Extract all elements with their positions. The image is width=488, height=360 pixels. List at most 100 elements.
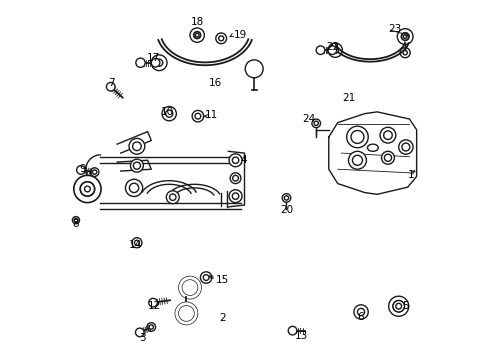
Text: 11: 11 xyxy=(204,111,218,121)
Text: 24: 24 xyxy=(302,114,315,124)
Text: 17: 17 xyxy=(147,53,160,63)
Circle shape xyxy=(313,121,318,126)
Circle shape xyxy=(136,58,145,67)
Text: 20: 20 xyxy=(279,206,292,216)
Circle shape xyxy=(230,173,241,184)
Circle shape xyxy=(74,219,78,222)
Text: 5: 5 xyxy=(402,301,408,311)
Circle shape xyxy=(194,32,200,39)
Circle shape xyxy=(106,82,115,91)
Circle shape xyxy=(346,126,367,148)
Circle shape xyxy=(190,28,204,42)
Circle shape xyxy=(72,217,80,224)
Circle shape xyxy=(195,33,199,37)
Circle shape xyxy=(331,47,338,53)
Circle shape xyxy=(134,240,139,245)
Circle shape xyxy=(244,60,263,78)
Circle shape xyxy=(74,175,101,203)
Circle shape xyxy=(195,113,201,119)
Circle shape xyxy=(169,194,176,201)
Circle shape xyxy=(402,50,407,55)
Text: 22: 22 xyxy=(325,42,339,52)
Circle shape xyxy=(396,29,412,44)
Circle shape xyxy=(357,309,364,316)
Circle shape xyxy=(165,110,172,117)
Circle shape xyxy=(400,33,408,41)
Circle shape xyxy=(178,276,201,299)
Circle shape xyxy=(311,119,320,128)
Text: 15: 15 xyxy=(215,275,228,285)
Ellipse shape xyxy=(367,144,378,151)
Circle shape xyxy=(350,131,363,143)
Circle shape xyxy=(132,238,142,248)
Text: 9: 9 xyxy=(80,164,86,174)
Circle shape xyxy=(218,36,223,41)
Circle shape xyxy=(392,301,404,312)
Circle shape xyxy=(151,58,160,67)
Circle shape xyxy=(215,33,226,44)
Circle shape xyxy=(352,155,362,165)
Circle shape xyxy=(80,182,94,196)
Text: 18: 18 xyxy=(190,17,203,27)
Text: 3: 3 xyxy=(139,333,145,343)
Text: 21: 21 xyxy=(341,93,354,103)
Circle shape xyxy=(147,323,155,331)
Circle shape xyxy=(182,280,198,296)
Circle shape xyxy=(133,162,140,169)
Circle shape xyxy=(398,140,412,154)
Text: 10: 10 xyxy=(161,107,174,117)
Text: 6: 6 xyxy=(357,312,364,322)
Text: 8: 8 xyxy=(72,219,79,229)
Circle shape xyxy=(155,59,163,66)
Circle shape xyxy=(185,284,194,292)
Circle shape xyxy=(178,306,194,321)
Circle shape xyxy=(327,46,336,54)
Circle shape xyxy=(151,55,167,71)
Text: 1: 1 xyxy=(407,170,413,180)
Circle shape xyxy=(401,33,408,40)
Circle shape xyxy=(381,151,394,164)
Circle shape xyxy=(228,154,242,167)
Text: 7: 7 xyxy=(108,78,115,88)
Circle shape xyxy=(203,275,208,280)
Circle shape xyxy=(403,35,406,39)
Text: 12: 12 xyxy=(147,301,161,311)
Circle shape xyxy=(77,166,85,174)
Circle shape xyxy=(125,179,142,197)
Circle shape xyxy=(388,296,408,316)
Circle shape xyxy=(148,298,157,307)
Circle shape xyxy=(395,303,401,309)
Text: 13: 13 xyxy=(294,331,307,341)
Circle shape xyxy=(401,143,409,151)
Circle shape xyxy=(232,157,238,163)
Circle shape xyxy=(353,305,367,319)
Text: 4: 4 xyxy=(241,155,247,165)
Circle shape xyxy=(166,191,179,204)
Circle shape xyxy=(182,280,198,296)
Text: 14: 14 xyxy=(129,240,142,250)
Text: 23: 23 xyxy=(387,24,400,35)
Circle shape xyxy=(135,328,144,337)
Circle shape xyxy=(130,159,143,172)
Circle shape xyxy=(327,43,342,57)
Text: 2: 2 xyxy=(219,313,225,323)
Circle shape xyxy=(383,131,391,139)
Circle shape xyxy=(175,302,198,325)
Circle shape xyxy=(129,138,144,154)
Circle shape xyxy=(228,190,242,203)
Circle shape xyxy=(90,168,99,176)
Circle shape xyxy=(84,186,90,192)
Circle shape xyxy=(287,326,296,335)
Circle shape xyxy=(162,107,176,121)
Circle shape xyxy=(232,175,238,181)
Circle shape xyxy=(284,196,288,200)
Circle shape xyxy=(149,325,153,329)
Circle shape xyxy=(348,151,366,169)
Circle shape xyxy=(384,154,391,161)
Circle shape xyxy=(193,32,201,39)
Circle shape xyxy=(316,46,324,54)
Circle shape xyxy=(282,194,290,202)
Circle shape xyxy=(392,301,404,312)
Circle shape xyxy=(200,272,211,283)
Circle shape xyxy=(132,142,141,150)
